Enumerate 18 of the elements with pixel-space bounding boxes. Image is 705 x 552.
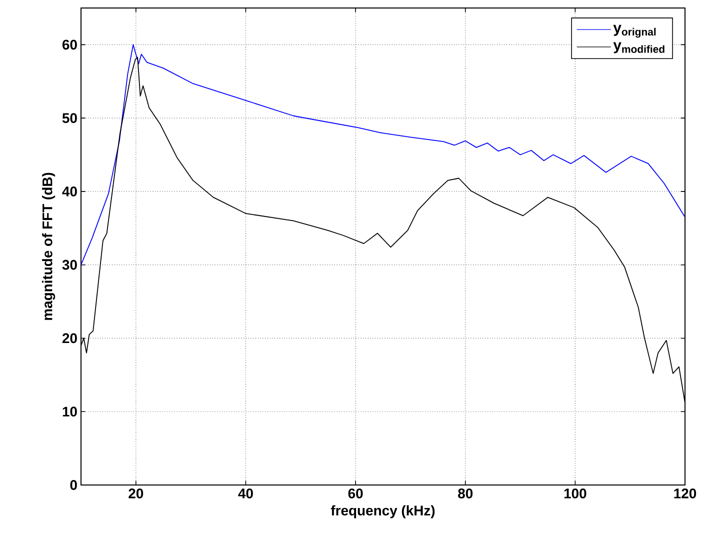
y-tick-label: 10 bbox=[62, 406, 77, 417]
x-tick-label: 100 bbox=[564, 488, 586, 498]
x-tick-label: 60 bbox=[348, 488, 363, 498]
y-axis-title: magnitude of FFT (dB) bbox=[42, 172, 56, 320]
y-tick-label: 40 bbox=[62, 186, 77, 196]
x-tick-label: 80 bbox=[458, 488, 473, 498]
y-tick-label: 50 bbox=[62, 113, 77, 124]
legend-label: y$_{modified}$ bbox=[613, 42, 664, 54]
line-series bbox=[81, 44, 686, 266]
x-tick-label: 40 bbox=[238, 488, 253, 498]
y-tick-label: 20 bbox=[62, 333, 77, 344]
y-tick-label: 30 bbox=[62, 260, 77, 270]
x-tick-label: 20 bbox=[128, 488, 144, 498]
x-tick-label: 120 bbox=[674, 488, 696, 498]
y-tick-label: 60 bbox=[62, 40, 77, 50]
x-axis-title: frequency (kHz) bbox=[330, 505, 435, 518]
y-tick-label: 0 bbox=[70, 480, 77, 490]
legend-label: y$_{orignal}$ bbox=[613, 24, 656, 38]
